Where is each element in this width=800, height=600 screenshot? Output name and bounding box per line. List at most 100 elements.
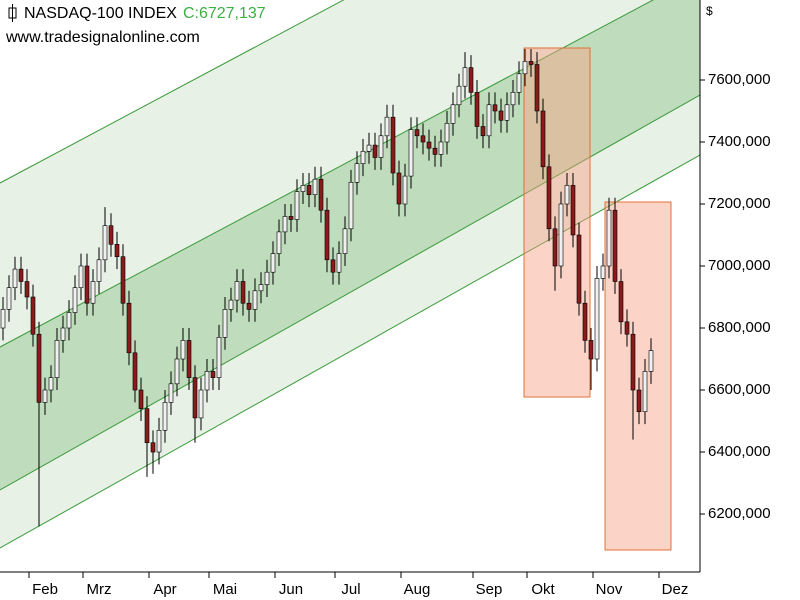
source: www.tradesignalonline.com — [5, 29, 200, 46]
candle-body — [522, 61, 528, 75]
x-tick-label: Sep — [476, 581, 503, 598]
y-tick-label: 6800,000 — [708, 319, 771, 336]
candle-body — [456, 85, 462, 106]
candle-body — [30, 296, 36, 335]
candle-body — [372, 144, 378, 158]
y-tick-label: 6200,000 — [708, 505, 771, 522]
candle-body — [438, 141, 444, 155]
candle-body — [450, 104, 456, 124]
candle-body — [216, 337, 222, 378]
candle-body — [420, 135, 426, 143]
x-tick-label: Jul — [341, 581, 360, 598]
candle-body — [354, 163, 360, 183]
x-tick-label: Aug — [404, 581, 431, 598]
candle-body — [264, 271, 270, 285]
candle-body — [468, 67, 474, 93]
candle-body — [612, 209, 618, 282]
candle-body — [270, 253, 276, 273]
candle-body — [132, 352, 138, 391]
candle-body — [432, 147, 438, 155]
candle-body — [558, 203, 564, 267]
x-tick-label: Feb — [32, 581, 58, 598]
candle-body — [162, 402, 168, 431]
candle-body — [192, 377, 198, 419]
y-tick-label: 6400,000 — [708, 443, 771, 460]
candle-body — [570, 185, 576, 236]
candle-body — [414, 129, 420, 137]
candle-body — [462, 67, 468, 87]
candle-body — [534, 64, 540, 112]
candle-body — [348, 181, 354, 230]
candle-body — [36, 333, 42, 403]
candle-body — [204, 371, 210, 391]
candle-body — [102, 225, 108, 261]
candle-body — [6, 287, 12, 310]
candle-body — [306, 185, 312, 195]
channel-line — [0, 0, 655, 348]
candle-body — [54, 340, 60, 378]
candle-body — [582, 302, 588, 341]
y-tick-label: 7600,000 — [708, 71, 771, 88]
candle-body — [624, 321, 630, 335]
x-tick-label: Mrz — [87, 581, 112, 598]
candle-body — [210, 371, 216, 378]
candle-body — [198, 389, 204, 419]
candle-body — [138, 389, 144, 409]
candle-body — [408, 129, 414, 177]
candle-body — [276, 231, 282, 254]
candle-body — [234, 281, 240, 301]
channel-line — [0, 94, 700, 491]
candle-body — [288, 216, 294, 220]
candle-body — [336, 253, 342, 273]
candle-body — [150, 442, 156, 453]
candle-body — [636, 389, 642, 413]
candle-body — [174, 358, 180, 385]
candle-body — [330, 259, 336, 273]
candle-body — [648, 350, 654, 372]
candle-body — [360, 150, 366, 164]
candle-body — [78, 265, 84, 289]
y-tick-label: 7000,000 — [708, 257, 771, 274]
candles — [0, 48, 654, 527]
candle-body — [48, 377, 54, 391]
candle-body — [564, 185, 570, 205]
candle-body — [246, 302, 252, 310]
highlight-box — [523, 47, 591, 398]
candle-body — [390, 116, 396, 174]
chart-title: NASDAQ-100 INDEX — [24, 5, 177, 22]
candle-body — [540, 110, 546, 168]
candle-body — [72, 287, 78, 313]
candle-body — [426, 141, 432, 149]
candle-body — [42, 389, 48, 403]
candle-body — [576, 234, 582, 304]
candle-body — [324, 209, 330, 261]
x-tick-label: Okt — [531, 581, 555, 598]
candle-body — [168, 383, 174, 403]
candle-body — [594, 278, 600, 360]
candle-body — [492, 104, 498, 112]
candle-body — [114, 244, 120, 258]
candle-body — [366, 144, 372, 152]
candle-body — [90, 281, 96, 304]
candle-body — [0, 309, 6, 329]
candle-body — [186, 340, 192, 378]
candle-body — [180, 340, 186, 360]
candle-body — [120, 256, 126, 304]
y-tick-label: 7400,000 — [708, 133, 771, 150]
candle-body — [342, 228, 348, 254]
candle-body — [252, 290, 258, 310]
candle-body — [300, 185, 306, 192]
candle-body — [510, 92, 516, 106]
candle-body — [312, 178, 318, 195]
channel-line — [0, 154, 700, 549]
candle-body — [486, 104, 492, 137]
candle-body — [546, 166, 552, 230]
candle-body — [474, 92, 480, 127]
candle-body — [642, 371, 648, 413]
candle-body — [318, 178, 324, 211]
candle-body — [378, 135, 384, 158]
candle-body — [528, 61, 534, 65]
candle-body — [222, 309, 228, 338]
candle-body — [84, 265, 90, 304]
candle-body — [24, 281, 30, 298]
